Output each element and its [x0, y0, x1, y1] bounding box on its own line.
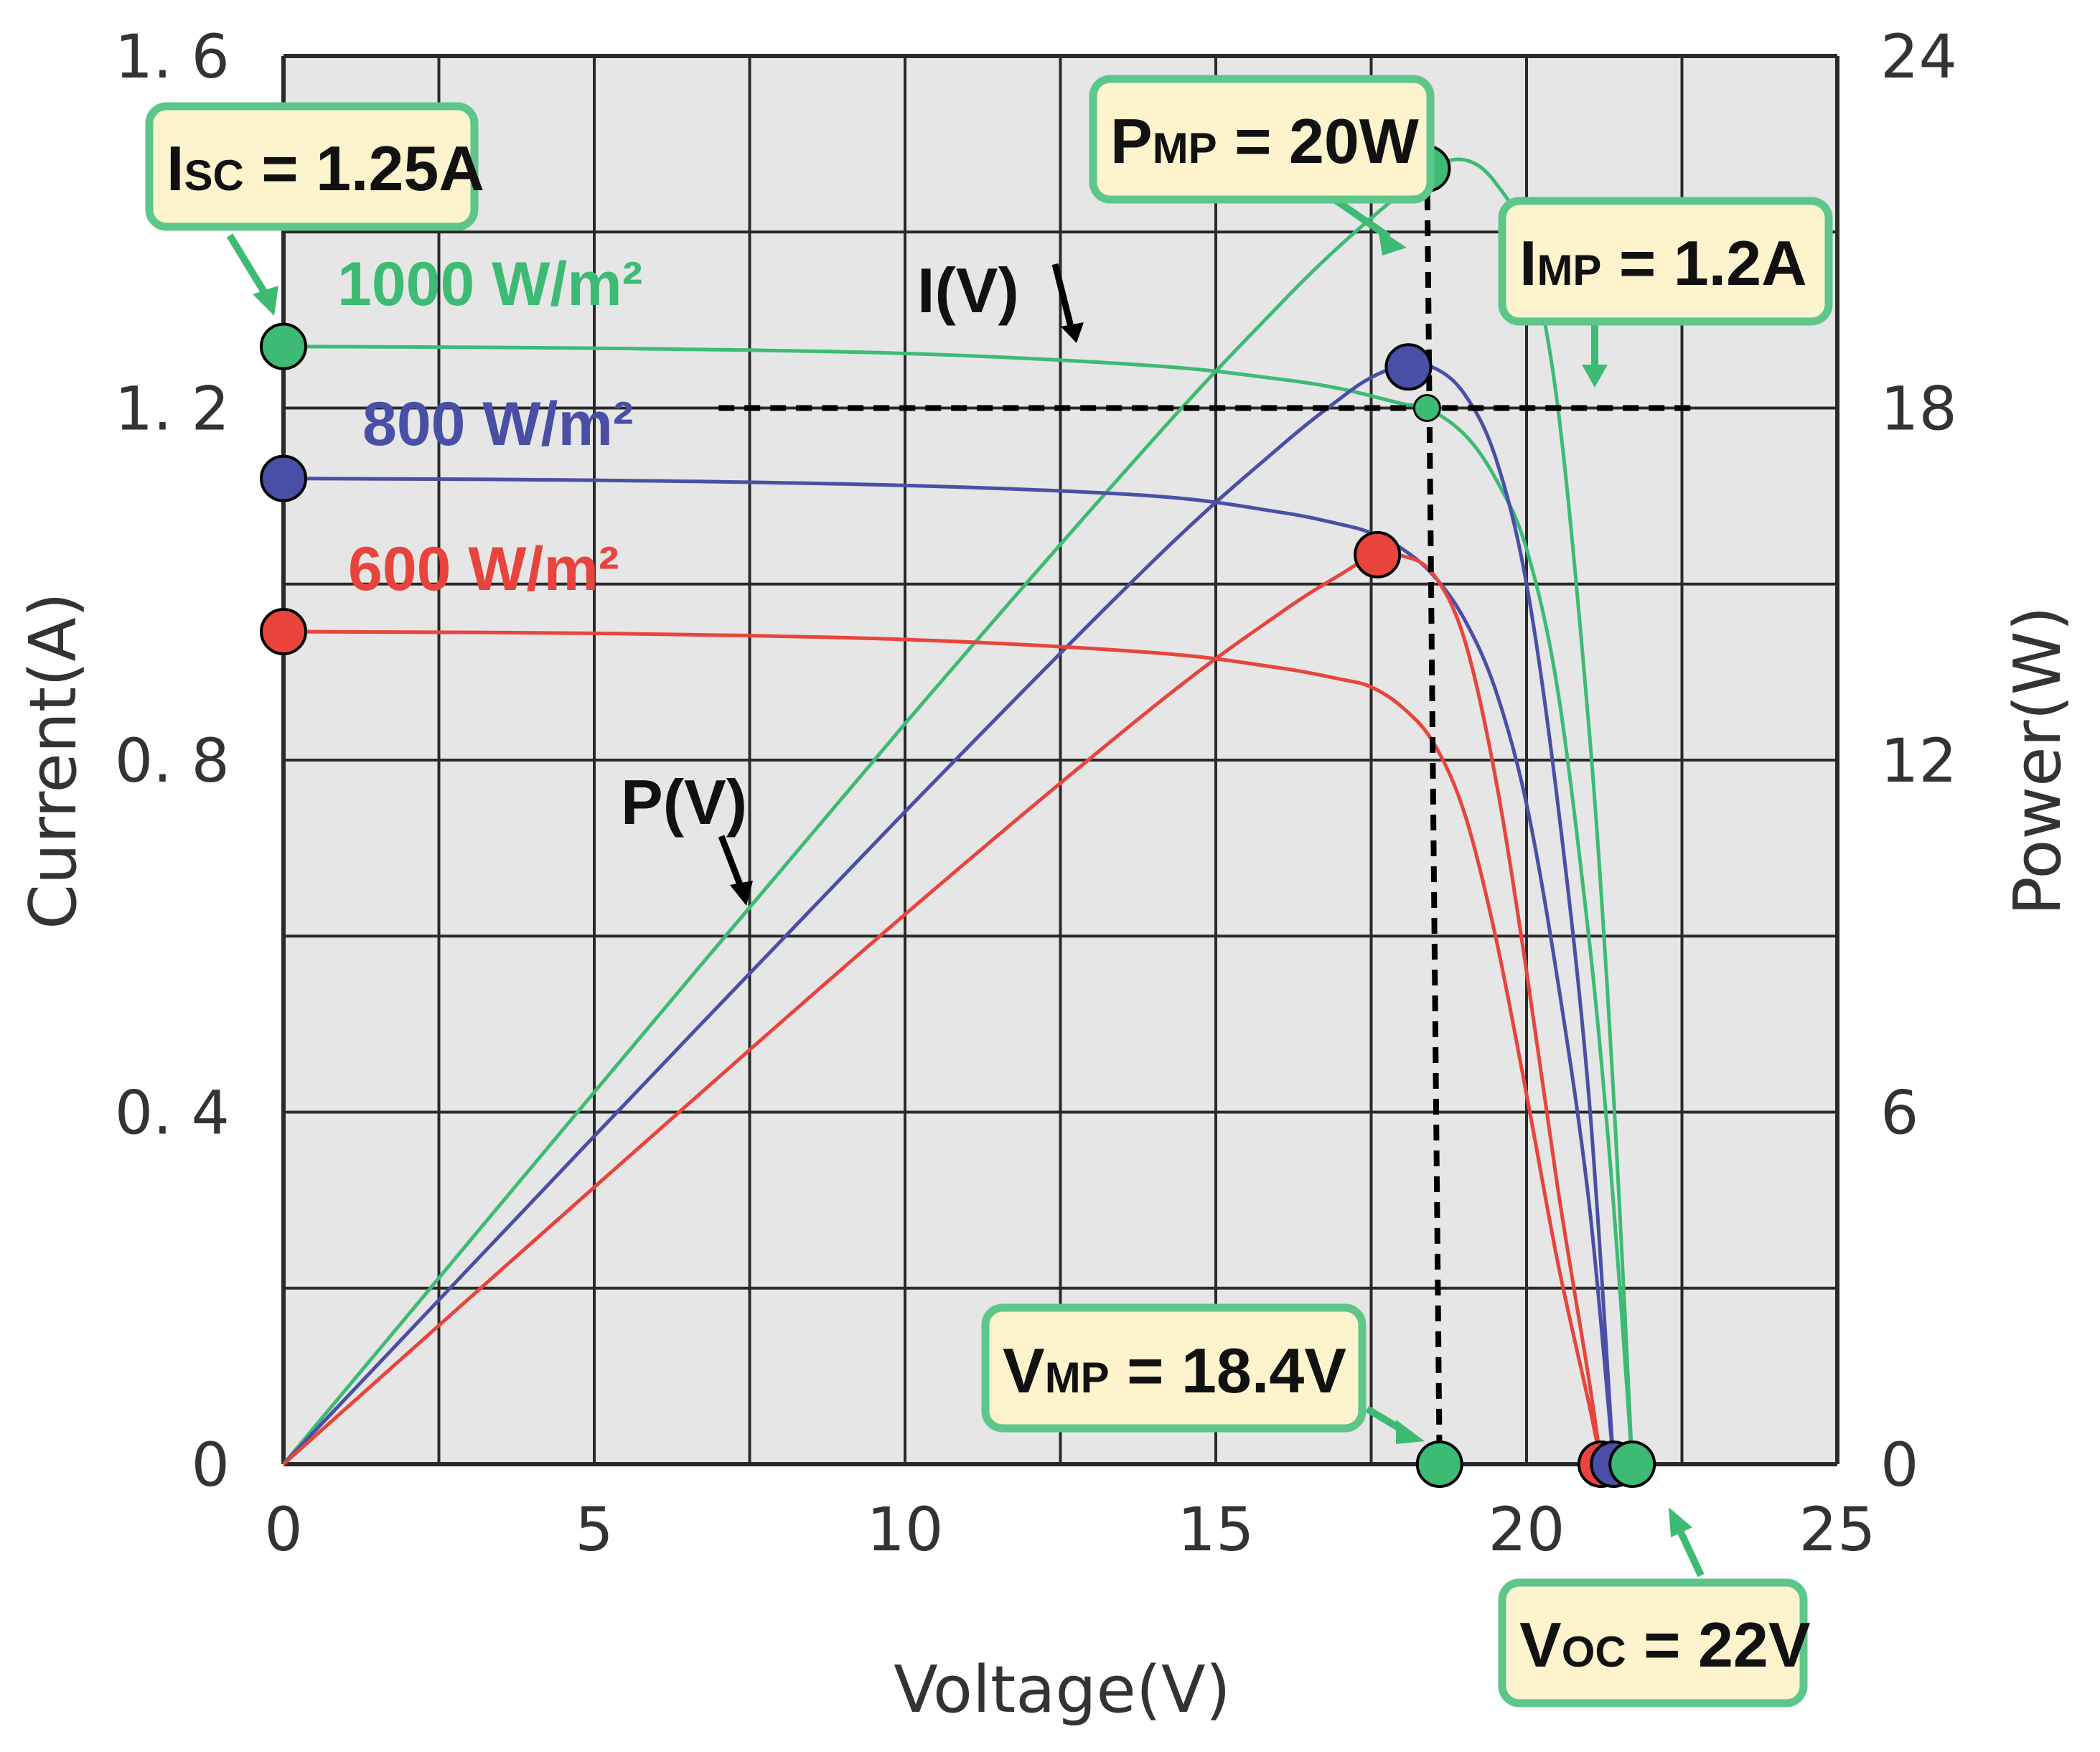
isc-marker-600 [260, 607, 307, 655]
voc-annotation: VOC = 22V [1498, 1578, 1811, 1708]
y-tick-label: 1. 6 [115, 22, 230, 92]
series-label-600: 600 W/m² [348, 535, 619, 604]
x-tick-label: 15 [1178, 1494, 1255, 1565]
isc-marker-1000 [260, 322, 307, 370]
x-tick-label: 20 [1489, 1494, 1565, 1565]
voc-annotation-arrow [1669, 1507, 1705, 1578]
vmp-main: V [1003, 1335, 1045, 1406]
mpp-marker-800 [1384, 343, 1433, 391]
voc-marker-1000 [1608, 1441, 1656, 1488]
y2-tick-label: 0 [1880, 1430, 1918, 1500]
vmp-annotation: VMP = 18.4V [981, 1303, 1367, 1433]
svg-text:IMP = 1.2A: IMP = 1.2A [1519, 228, 1807, 299]
y2-tick-label: 24 [1880, 22, 1957, 92]
svg-text:ISC = 1.25A: ISC = 1.25A [167, 133, 484, 204]
iv-curve-1000 [283, 345, 1634, 1465]
x-tick-label: 5 [575, 1494, 613, 1565]
pv-pointer-arrow [718, 835, 753, 906]
isc-annotation-arrow [226, 233, 278, 316]
x-tick-label: 25 [1799, 1494, 1876, 1565]
pv-curve-800 [282, 362, 1616, 1466]
x-tick-labels: 0 5 10 15 20 25 [264, 1494, 1875, 1565]
imp-main: I [1519, 228, 1537, 299]
y2-tick-label: 18 [1880, 374, 1957, 444]
y-tick-labels: 0 0. 4 0. 8 1. 2 1. 6 [115, 22, 230, 1500]
y2-tick-label: 12 [1880, 726, 1957, 796]
svg-text:PMP = 20W: PMP = 20W [1110, 106, 1419, 177]
pmp-value: = 20W [1217, 106, 1419, 177]
x-axis-title: Voltage(V) [894, 1652, 1230, 1728]
imp-annotation-arrow [1582, 319, 1608, 388]
imp-marker [1412, 394, 1441, 422]
y-axis-title: Current(A) [16, 592, 91, 929]
y-tick-label: 0 [192, 1430, 230, 1500]
series-label-800: 800 W/m² [362, 390, 634, 459]
voc-sub: OC [1562, 1628, 1626, 1676]
imp-value: = 1.2A [1601, 228, 1806, 299]
isc-sub: SC [184, 151, 243, 200]
y2-tick-labels: 0 6 12 18 24 [1880, 22, 1957, 1500]
isc-main: I [167, 133, 184, 204]
pv-curve-label: P(V) [621, 767, 747, 838]
imp-sub: MP [1537, 246, 1601, 294]
iv-curve-label: I(V) [917, 255, 1019, 326]
iv-pointer-arrow [1051, 263, 1084, 343]
pmp-annotation: PMP = 20W [1089, 75, 1435, 204]
vmp-value: = 18.4V [1110, 1335, 1347, 1406]
y-tick-label: 1. 2 [115, 374, 230, 444]
x-tick-label: 0 [264, 1494, 302, 1565]
voc-main: V [1519, 1609, 1562, 1680]
pmp-sub: MP [1153, 124, 1217, 172]
voc-value: = 22V [1626, 1609, 1811, 1680]
series-label-1000: 1000 W/m² [337, 250, 642, 319]
vmp-sub: MP [1045, 1354, 1110, 1402]
mpp-marker-600 [1354, 530, 1402, 578]
vmp-annotation-arrow [1365, 1405, 1425, 1444]
pmp-main: P [1110, 106, 1153, 177]
markers [260, 144, 1656, 1488]
x-tick-label: 10 [867, 1494, 944, 1565]
y2-tick-label: 6 [1880, 1078, 1918, 1148]
y2-axis-title: Power(W) [2000, 606, 2076, 915]
isc-marker-800 [260, 454, 307, 502]
svg-text:VMP = 18.4V: VMP = 18.4V [1003, 1335, 1346, 1406]
vmp-marker [1415, 1441, 1463, 1488]
isc-value: = 1.25A [244, 133, 484, 204]
vmp-reference-line [1424, 168, 1443, 1465]
y-tick-label: 0. 4 [115, 1078, 230, 1148]
imp-annotation: IMP = 1.2A [1498, 197, 1833, 326]
iv-curve-600 [283, 629, 1603, 1465]
y-tick-label: 0. 8 [115, 726, 230, 796]
isc-annotation: ISC = 1.25A [145, 102, 484, 231]
svg-text:VOC = 22V: VOC = 22V [1519, 1609, 1811, 1680]
